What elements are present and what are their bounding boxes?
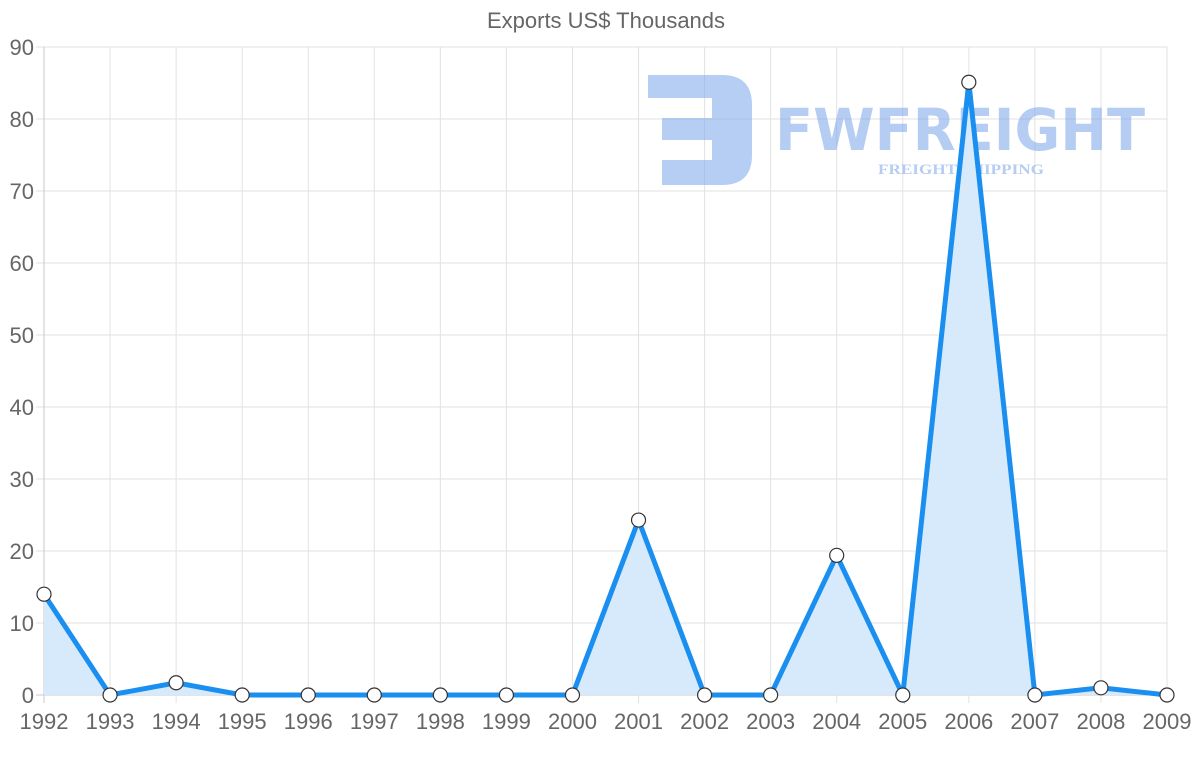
chart-title: Exports US$ Thousands <box>486 8 726 33</box>
data-point-1998[interactable] <box>432 687 448 703</box>
logo-mark-icon <box>648 75 752 185</box>
area-fill-path <box>44 82 1167 695</box>
data-point-1993[interactable] <box>102 687 118 703</box>
x-tick-label: 1999 <box>482 709 531 734</box>
y-tick-label: 10 <box>10 611 34 636</box>
data-point-2003[interactable] <box>763 687 779 703</box>
y-tick-label: 30 <box>10 467 34 492</box>
x-tick-label: 2002 <box>680 709 729 734</box>
data-points <box>36 74 1175 703</box>
x-tick-label: 2007 <box>1010 709 1059 734</box>
data-point-1999[interactable] <box>498 687 515 703</box>
x-tick-label: 1998 <box>416 709 465 734</box>
y-tick-label: 60 <box>10 251 34 276</box>
y-tick-label: 70 <box>10 179 34 204</box>
x-tick-label: 1993 <box>86 709 135 734</box>
y-tick-label: 50 <box>10 323 34 348</box>
x-tick-label: 2004 <box>812 709 861 734</box>
data-point-2002[interactable] <box>696 687 713 703</box>
x-tick-label: 1997 <box>350 709 399 734</box>
x-tick-label: 2003 <box>746 709 795 734</box>
y-tick-label: 40 <box>10 395 34 420</box>
data-point-2004[interactable] <box>829 547 845 563</box>
data-point-2006[interactable] <box>961 74 977 90</box>
data-point-2009[interactable] <box>1159 687 1175 703</box>
x-tick-label: 2001 <box>614 709 663 734</box>
data-point-2008[interactable] <box>1093 680 1109 696</box>
data-point-2005[interactable] <box>895 687 911 703</box>
data-point-2007[interactable] <box>1027 687 1043 703</box>
x-tick-label: 1996 <box>284 709 333 734</box>
area-fill <box>44 82 1167 695</box>
data-line <box>41 82 1168 705</box>
data-point-1992[interactable] <box>36 586 52 602</box>
y-tick-label: 20 <box>10 539 34 564</box>
y-tick-label: 0 <box>22 683 34 708</box>
data-point-2001[interactable] <box>630 512 647 528</box>
x-tick-label: 2006 <box>944 709 993 734</box>
x-tick-label: 1994 <box>152 709 201 734</box>
y-tick-label: 80 <box>10 107 34 132</box>
data-point-2000[interactable] <box>564 687 581 703</box>
x-tick-label: 1995 <box>218 709 267 734</box>
x-tick-label: 1992 <box>20 709 69 734</box>
data-point-1994[interactable] <box>168 675 184 691</box>
data-point-1996[interactable] <box>300 687 316 703</box>
y-tick-label: 90 <box>10 35 34 60</box>
y-axis-ticks: 0 10 20 30 40 50 60 70 80 90 <box>10 35 34 708</box>
data-point-1995[interactable] <box>234 687 250 703</box>
x-tick-label: 2005 <box>878 709 927 734</box>
x-tick-label: 2008 <box>1076 709 1125 734</box>
data-point-1997[interactable] <box>366 687 382 703</box>
x-tick-label: 2009 <box>1143 709 1192 734</box>
series-line <box>41 82 1168 705</box>
watermark-logo: FWFREIGHT FREIGHT SHIPPING <box>648 75 1145 185</box>
x-axis-ticks: 1992 1993 1994 1995 1996 1997 1998 1999 2000 2001… <box>20 709 1192 734</box>
x-tick-label: 2000 <box>548 709 597 734</box>
